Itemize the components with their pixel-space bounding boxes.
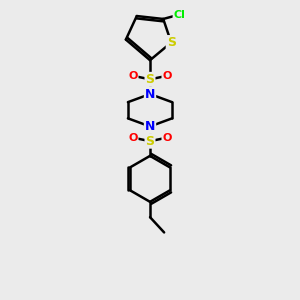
Text: O: O xyxy=(128,133,138,142)
Text: N: N xyxy=(145,120,155,133)
Text: S: S xyxy=(146,135,154,148)
Text: O: O xyxy=(128,71,138,81)
Text: N: N xyxy=(145,88,155,100)
Text: O: O xyxy=(162,133,172,142)
Text: Cl: Cl xyxy=(173,10,185,20)
Text: S: S xyxy=(146,73,154,86)
Text: O: O xyxy=(162,71,172,81)
Text: S: S xyxy=(167,36,176,49)
